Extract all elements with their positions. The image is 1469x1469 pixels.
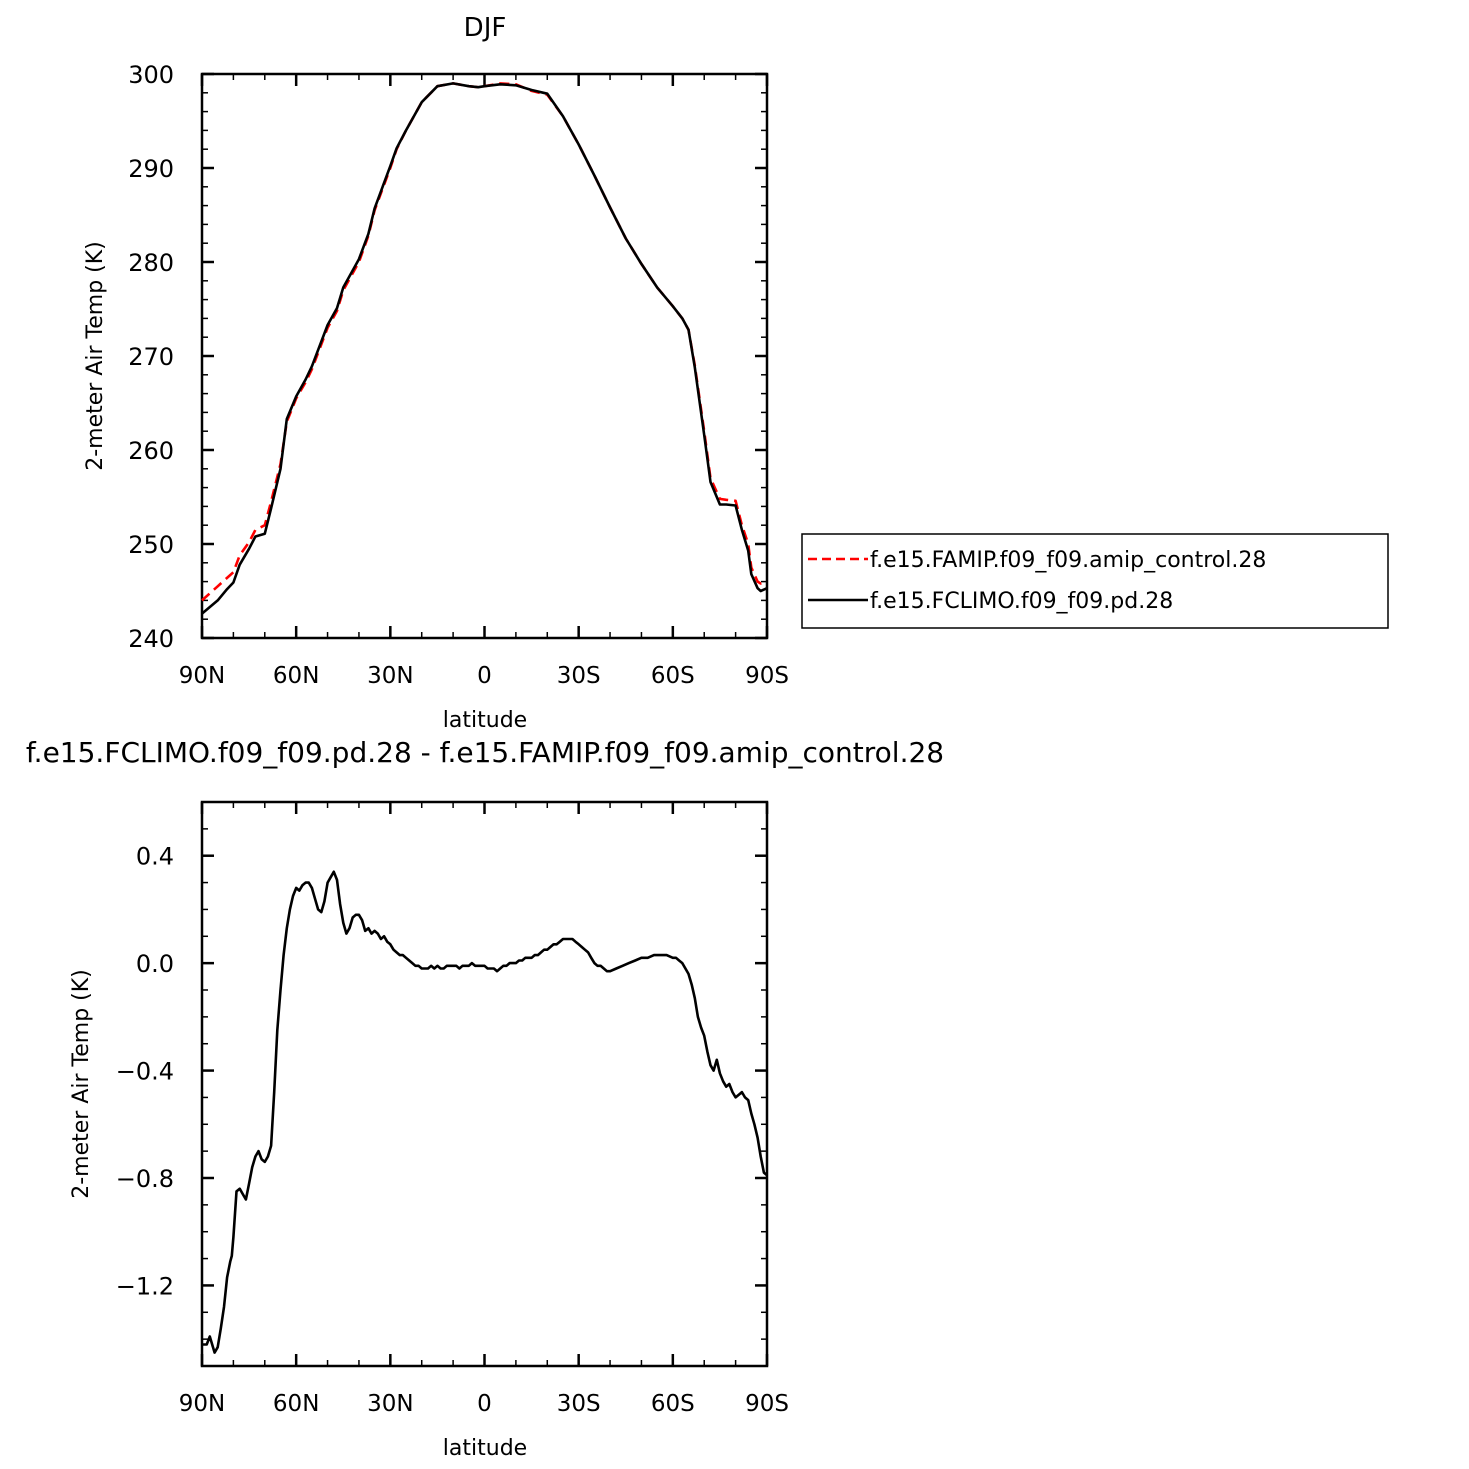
top-title: DJF [464,13,507,43]
bottom-x-axis-label: latitude [443,1436,527,1461]
legend-label-amip: f.e15.FAMIP.f09_f09.amip_control.28 [870,548,1266,573]
x-tick-label: 30S [557,1391,601,1417]
top-panel: DJF 90N 60N 30N 0 30S 60S 90S 2402502602702802… [83,13,789,733]
y-tick-label: 270 [128,343,174,371]
top-plot-frame [200,72,769,640]
top-y-tick-labels: 240 250 260 270 280 290 300 [128,61,174,653]
x-tick-label: 60N [273,663,319,689]
legend-label-fclimo: f.e15.FCLIMO.f09_f09.pd.28 [870,589,1173,614]
x-tick-label: 90N [179,1391,225,1417]
x-tick-label: 0 [477,663,492,689]
bottom-y-axis-label: 2-meter Air Temp (K) [69,969,94,1199]
top-y-axis-label: 2-meter Air Temp (K) [83,241,108,471]
y-tick-label: 280 [128,249,174,277]
y-tick-label: 250 [128,531,174,559]
y-tick-label: 290 [128,155,174,183]
x-tick-label: 60N [273,1391,319,1417]
y-tick-label: 0.0 [136,950,174,978]
x-tick-label: 60S [651,663,695,689]
x-tick-label: 30N [367,663,413,689]
x-tick-label: 30N [367,1391,413,1417]
series-line-amip [201,82,768,602]
y-tick-label: −0.4 [116,1058,174,1086]
top-x-axis-label: latitude [443,708,527,733]
x-tick-label: 30S [557,663,601,689]
y-tick-label: 260 [128,437,174,465]
x-tick-label: 90S [745,663,789,689]
series-line-fclimo [201,82,768,615]
bottom-series-group [202,870,768,1354]
y-tick-label: −0.8 [116,1165,174,1193]
y-tick-label: −1.2 [116,1272,174,1300]
bottom-ticks [200,801,769,1367]
y-tick-label: 300 [128,61,174,89]
y-tick-label: 240 [128,625,174,653]
legend: f.e15.FAMIP.f09_f09.amip_control.28 f.e1… [801,533,1389,629]
bottom-x-tick-labels: 90N 60N 30N 0 30S 60S 90S [179,1391,789,1417]
x-tick-label: 90S [745,1391,789,1417]
legend-box [801,533,1389,629]
bottom-title: f.e15.FCLIMO.f09_f09.pd.28 - f.e15.FAMIP… [26,736,944,769]
top-x-tick-labels: 90N 60N 30N 0 30S 60S 90S [179,663,789,689]
bottom-y-tick-labels: 0.4 0.0 −0.4 −0.8 −1.2 [116,843,174,1301]
top-ticks [200,72,769,640]
x-tick-label: 60S [651,1391,695,1417]
bottom-plot-frame [200,800,769,1368]
top-series-group [201,82,768,615]
series-line-fclimo [202,870,768,1354]
y-tick-label: 0.4 [136,843,174,871]
x-tick-label: 90N [179,663,225,689]
bottom-panel: f.e15.FCLIMO.f09_f09.pd.28 - f.e15.FAMIP… [26,736,944,1461]
x-tick-label: 0 [477,1391,492,1417]
